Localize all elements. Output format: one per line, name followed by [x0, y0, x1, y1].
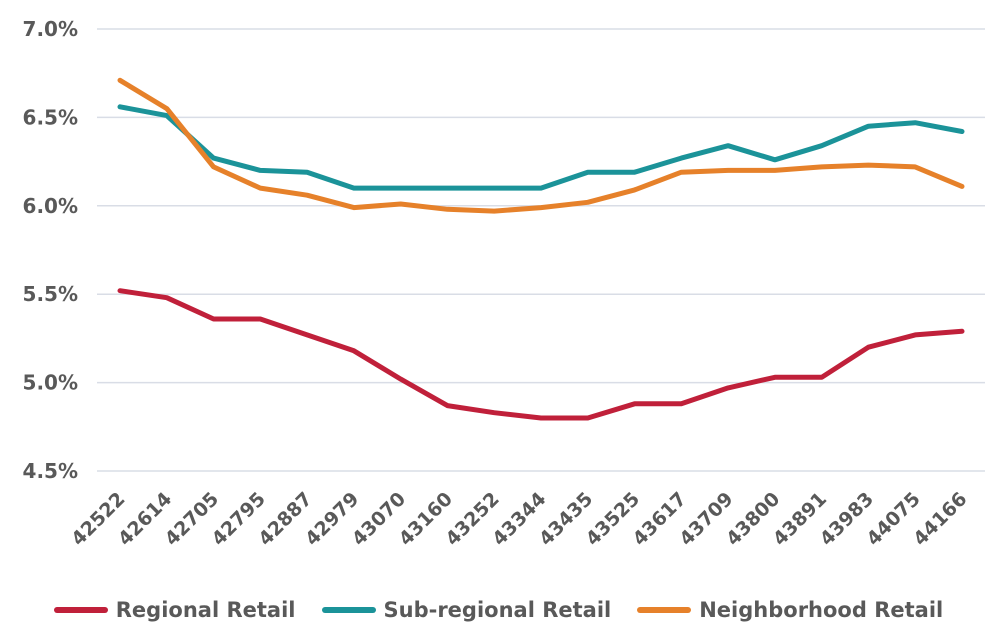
legend-item: Sub-regional Retail: [321, 598, 612, 622]
y-axis-tick-labels: 4.5% 5.0% 5.5% 6.0% 6.5% 7.0%: [23, 17, 78, 483]
y-tick-label: 6.5%: [23, 105, 78, 129]
y-tick-label: 7.0%: [23, 17, 78, 41]
series-line-regional-retail: [117, 288, 965, 421]
y-tick-label: 5.0%: [23, 371, 78, 395]
legend-label: Neighborhood Retail: [699, 598, 944, 622]
y-tick-label: 6.0%: [23, 194, 78, 218]
legend-item: Neighborhood Retail: [637, 598, 943, 622]
legend-swatch: [53, 607, 108, 613]
x-axis-tick-labels: 4252242614427054279542887429794307043160…: [67, 488, 971, 550]
series-line-sub-regional-retail: [117, 104, 965, 191]
legend-item: Regional Retail: [53, 598, 296, 622]
legend-swatch: [321, 607, 376, 613]
gridlines: [97, 28, 985, 472]
legend-label: Regional Retail: [115, 598, 296, 622]
y-tick-label: 5.5%: [23, 282, 78, 306]
legend-swatch: [637, 607, 692, 613]
series-line-neighborhood-retail: [117, 77, 965, 214]
y-tick-label: 4.5%: [23, 459, 78, 483]
series-lines: [117, 77, 965, 421]
legend-label: Sub-regional Retail: [383, 598, 612, 622]
x-tick-label: 44166: [909, 488, 971, 550]
legend: Regional Retail Sub-regional Retail Neighb…: [0, 590, 997, 630]
